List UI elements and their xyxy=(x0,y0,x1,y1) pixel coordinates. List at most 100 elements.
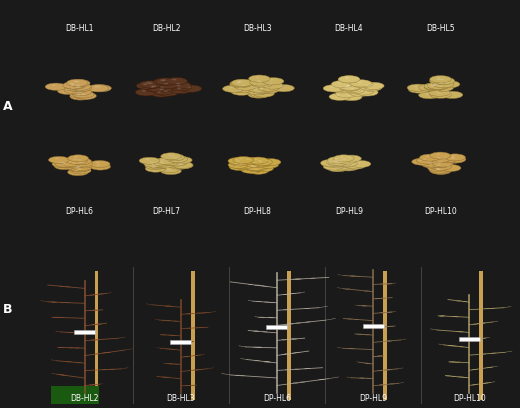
Ellipse shape xyxy=(76,362,81,363)
Ellipse shape xyxy=(281,354,287,355)
Ellipse shape xyxy=(437,93,441,94)
Ellipse shape xyxy=(68,332,74,333)
Ellipse shape xyxy=(351,164,355,165)
Ellipse shape xyxy=(293,383,298,384)
Ellipse shape xyxy=(165,306,171,307)
Ellipse shape xyxy=(362,82,384,89)
Ellipse shape xyxy=(379,312,385,313)
Ellipse shape xyxy=(339,165,343,166)
Ellipse shape xyxy=(344,87,348,89)
Ellipse shape xyxy=(177,88,181,89)
Ellipse shape xyxy=(350,80,371,87)
Ellipse shape xyxy=(239,87,243,89)
Ellipse shape xyxy=(356,334,362,335)
Ellipse shape xyxy=(61,164,64,166)
Ellipse shape xyxy=(256,92,261,93)
Ellipse shape xyxy=(186,313,191,314)
Ellipse shape xyxy=(273,84,294,92)
Ellipse shape xyxy=(341,93,362,101)
Ellipse shape xyxy=(327,165,348,172)
Ellipse shape xyxy=(179,163,183,164)
Ellipse shape xyxy=(419,91,440,99)
Ellipse shape xyxy=(349,276,355,277)
Bar xyxy=(383,271,387,400)
Ellipse shape xyxy=(462,301,467,302)
Ellipse shape xyxy=(151,164,155,165)
Ellipse shape xyxy=(109,369,115,370)
Ellipse shape xyxy=(352,88,374,95)
Ellipse shape xyxy=(432,84,453,91)
Ellipse shape xyxy=(373,356,378,357)
Ellipse shape xyxy=(232,85,253,93)
Ellipse shape xyxy=(229,164,250,171)
Ellipse shape xyxy=(339,75,360,83)
Ellipse shape xyxy=(228,157,249,164)
Ellipse shape xyxy=(254,92,258,94)
Ellipse shape xyxy=(436,169,440,170)
Ellipse shape xyxy=(333,155,354,162)
Ellipse shape xyxy=(77,169,81,170)
Ellipse shape xyxy=(62,162,67,164)
Ellipse shape xyxy=(330,86,334,88)
Ellipse shape xyxy=(247,85,269,92)
Ellipse shape xyxy=(58,317,64,318)
Ellipse shape xyxy=(347,95,351,96)
Ellipse shape xyxy=(434,84,438,85)
Ellipse shape xyxy=(252,86,274,94)
Ellipse shape xyxy=(160,86,164,88)
Ellipse shape xyxy=(258,161,263,162)
Ellipse shape xyxy=(346,164,350,166)
Ellipse shape xyxy=(235,163,239,164)
Ellipse shape xyxy=(259,88,263,89)
Ellipse shape xyxy=(158,81,179,89)
Ellipse shape xyxy=(366,378,371,379)
Ellipse shape xyxy=(335,90,357,98)
Ellipse shape xyxy=(427,82,449,90)
Ellipse shape xyxy=(161,153,181,160)
Ellipse shape xyxy=(374,298,380,299)
Ellipse shape xyxy=(146,159,149,160)
Ellipse shape xyxy=(263,78,284,85)
Ellipse shape xyxy=(167,169,171,170)
Ellipse shape xyxy=(70,91,92,98)
Ellipse shape xyxy=(166,160,170,161)
Ellipse shape xyxy=(424,83,446,90)
Ellipse shape xyxy=(367,85,371,87)
Ellipse shape xyxy=(426,155,430,157)
Ellipse shape xyxy=(55,158,59,159)
Ellipse shape xyxy=(375,298,381,299)
Ellipse shape xyxy=(281,339,287,340)
Ellipse shape xyxy=(76,166,80,168)
Ellipse shape xyxy=(135,89,157,96)
Ellipse shape xyxy=(74,170,78,171)
Ellipse shape xyxy=(66,361,72,362)
Ellipse shape xyxy=(180,85,202,92)
Ellipse shape xyxy=(63,82,84,89)
Ellipse shape xyxy=(160,160,163,162)
Ellipse shape xyxy=(264,88,268,89)
Ellipse shape xyxy=(359,89,363,91)
Ellipse shape xyxy=(54,317,59,318)
Ellipse shape xyxy=(161,168,181,175)
Bar xyxy=(287,271,291,400)
Ellipse shape xyxy=(295,323,301,324)
Ellipse shape xyxy=(439,82,443,84)
Ellipse shape xyxy=(321,160,342,166)
Ellipse shape xyxy=(332,159,353,166)
Ellipse shape xyxy=(56,161,77,168)
Ellipse shape xyxy=(79,161,83,163)
Ellipse shape xyxy=(241,166,262,173)
Ellipse shape xyxy=(420,160,441,167)
Ellipse shape xyxy=(70,164,91,172)
Ellipse shape xyxy=(144,85,165,92)
Ellipse shape xyxy=(264,163,268,164)
Ellipse shape xyxy=(248,91,269,98)
Ellipse shape xyxy=(170,155,174,157)
Ellipse shape xyxy=(484,383,489,384)
Ellipse shape xyxy=(365,334,370,335)
Ellipse shape xyxy=(247,164,268,171)
Ellipse shape xyxy=(340,83,361,90)
Ellipse shape xyxy=(430,91,451,98)
Ellipse shape xyxy=(452,157,456,159)
Bar xyxy=(191,271,194,400)
